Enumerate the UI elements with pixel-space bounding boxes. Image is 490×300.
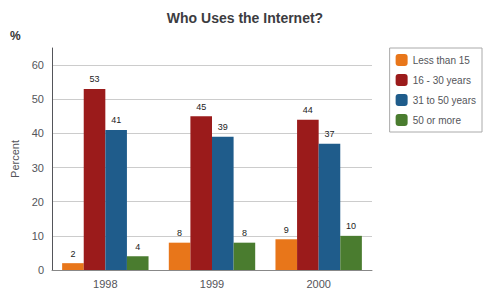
svg-text:60: 60 <box>32 59 44 71</box>
svg-text:45: 45 <box>196 102 206 112</box>
svg-text:44: 44 <box>303 105 313 115</box>
svg-text:31 to 50 years: 31 to 50 years <box>413 95 476 106</box>
svg-text:20: 20 <box>32 196 44 208</box>
svg-text:37: 37 <box>324 129 334 139</box>
svg-text:10: 10 <box>32 230 44 242</box>
svg-text:2000: 2000 <box>306 278 330 290</box>
svg-text:2: 2 <box>70 249 75 259</box>
svg-text:41: 41 <box>111 115 121 125</box>
svg-text:50 or more: 50 or more <box>413 115 462 126</box>
svg-text:Percent: Percent <box>9 140 21 178</box>
svg-text:53: 53 <box>90 74 100 84</box>
svg-text:8: 8 <box>242 228 247 238</box>
svg-text:%: % <box>10 29 21 43</box>
svg-text:Less than 15: Less than 15 <box>413 55 471 66</box>
svg-text:10: 10 <box>346 221 356 231</box>
svg-text:1999: 1999 <box>200 278 224 290</box>
svg-text:0: 0 <box>38 264 44 276</box>
svg-text:8: 8 <box>177 228 182 238</box>
svg-text:40: 40 <box>32 127 44 139</box>
svg-text:39: 39 <box>218 122 228 132</box>
svg-text:4: 4 <box>135 242 140 252</box>
svg-text:30: 30 <box>32 162 44 174</box>
svg-text:50: 50 <box>32 93 44 105</box>
svg-text:Who Uses the Internet?: Who Uses the Internet? <box>167 10 323 26</box>
svg-text:1998: 1998 <box>93 278 117 290</box>
svg-text:16 - 30 years: 16 - 30 years <box>413 75 471 86</box>
svg-text:9: 9 <box>284 225 289 235</box>
